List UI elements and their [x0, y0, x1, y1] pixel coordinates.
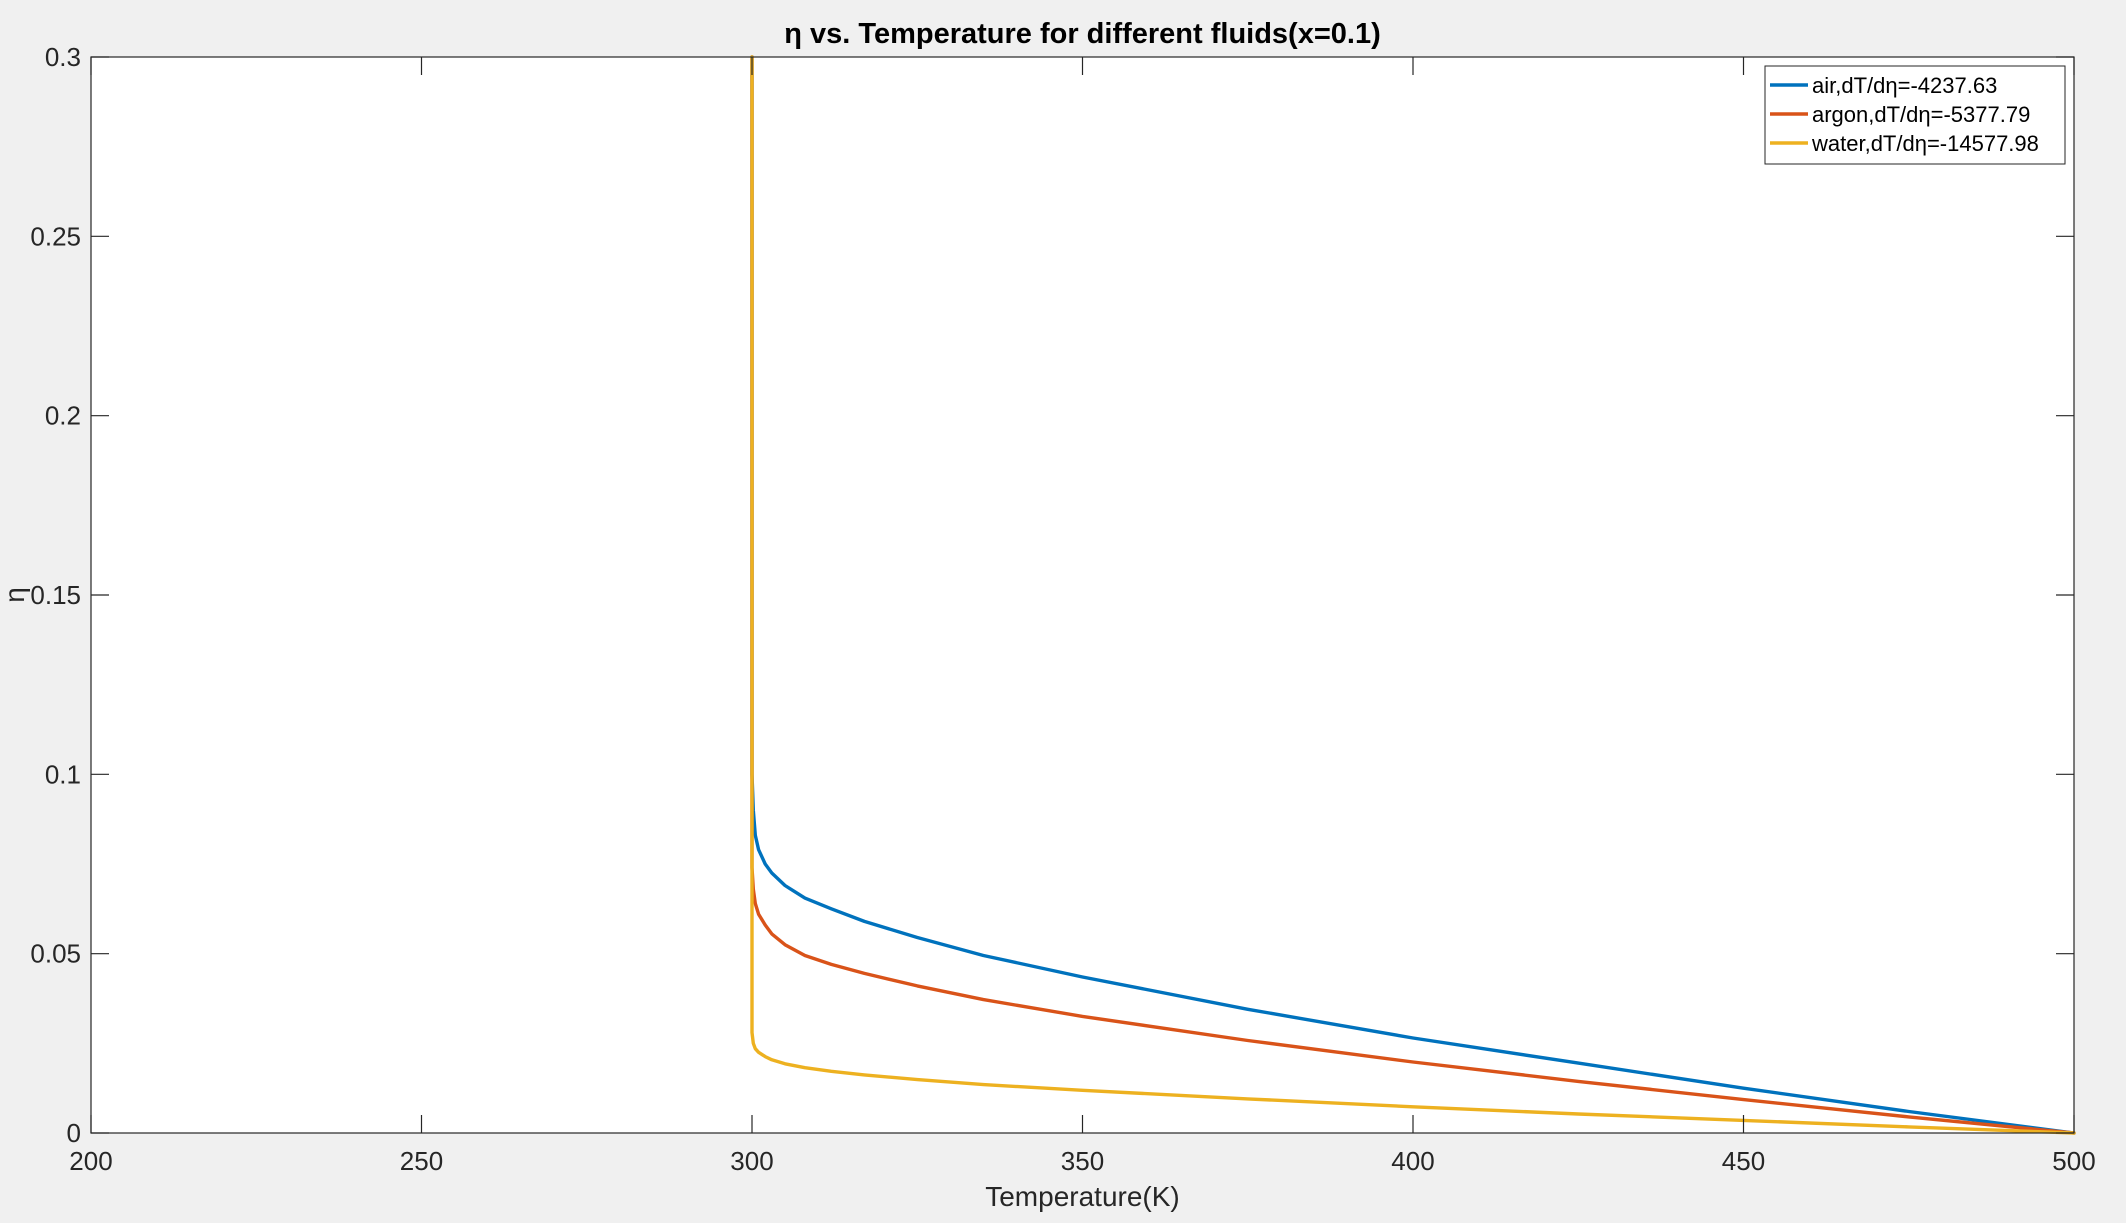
legend-label-2: water,dT/dη=-14577.98 — [1811, 131, 2039, 156]
y-tick-label: 0.05 — [30, 939, 81, 969]
y-tick-label: 0 — [67, 1118, 81, 1148]
legend: air,dT/dη=-4237.63 argon,dT/dη=-5377.79 wa… — [1764, 65, 2066, 165]
x-axis-ticks: 200 250 300 350 400 450 500 — [69, 57, 2096, 1176]
x-axis-label: Temperature(K) — [985, 1181, 1180, 1212]
series-line-1 — [750, 55, 2076, 1135]
x-tick-label: 350 — [1061, 1146, 1104, 1176]
chart-title: η vs. Temperature for different fluids(x… — [784, 18, 1381, 50]
x-tick-label: 400 — [1391, 1146, 1434, 1176]
series-layer — [750, 55, 2076, 1135]
legend-label-1: argon,dT/dη=-5377.79 — [1812, 102, 2030, 127]
y-tick-label: 0.15 — [30, 580, 81, 610]
series-line-2 — [750, 55, 2076, 1135]
y-tick-label: 0.3 — [45, 42, 81, 72]
series-line-0 — [750, 55, 2076, 1135]
x-tick-label: 200 — [69, 1146, 112, 1176]
x-tick-label: 300 — [730, 1146, 773, 1176]
legend-entries: air,dT/dη=-4237.63 argon,dT/dη=-5377.79 wa… — [1770, 73, 2039, 156]
y-tick-label: 0.1 — [45, 759, 81, 789]
plot-area — [91, 57, 2074, 1133]
y-axis-ticks: 0 0.05 0.1 0.15 0.2 0.25 0.3 — [30, 42, 2074, 1148]
x-tick-label: 250 — [400, 1146, 443, 1176]
y-tick-label: 0.25 — [30, 221, 81, 251]
x-tick-label: 500 — [2052, 1146, 2095, 1176]
legend-label-0: air,dT/dη=-4237.63 — [1812, 73, 1997, 98]
x-tick-label: 450 — [1722, 1146, 1765, 1176]
y-axis-label: η — [0, 587, 30, 603]
legend-box — [1764, 65, 2066, 165]
y-tick-label: 0.2 — [45, 401, 81, 431]
